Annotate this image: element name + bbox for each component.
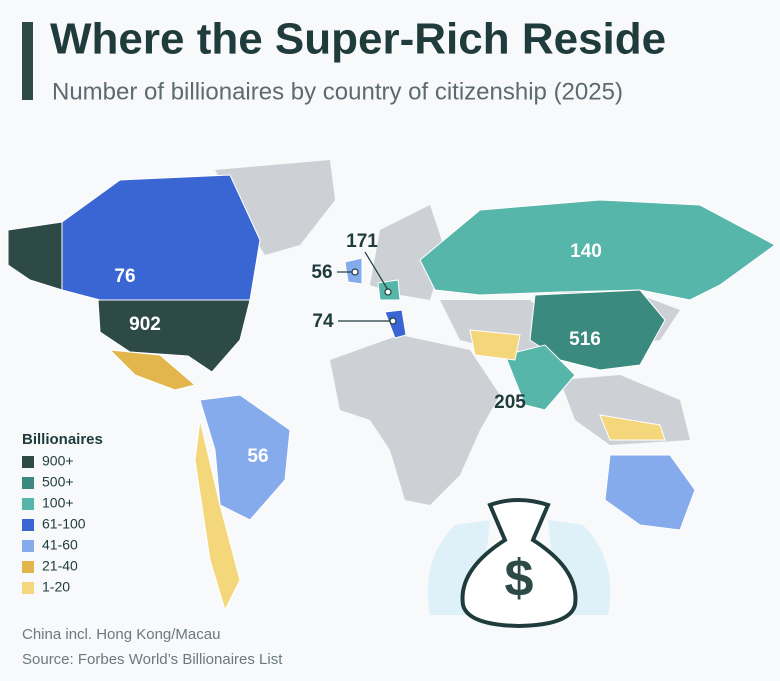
legend-swatch xyxy=(22,477,34,489)
country-region xyxy=(7,221,63,291)
world-map xyxy=(215,160,690,505)
country-region xyxy=(194,419,241,612)
country-region xyxy=(529,289,666,371)
leader-dot xyxy=(351,268,359,276)
legend-label: 41-60 xyxy=(42,537,78,553)
country-value-label: 74 xyxy=(312,311,334,332)
money-bag-icon: $ xyxy=(427,498,611,629)
country-value-label: 205 xyxy=(494,392,526,413)
legend-label: 21-40 xyxy=(42,558,78,574)
leader-dot xyxy=(384,288,392,296)
legend-swatch xyxy=(22,582,34,594)
dollar-sign: $ xyxy=(505,550,534,608)
country-value-label: 56 xyxy=(311,262,332,283)
legend-swatch xyxy=(22,561,34,573)
legend-swatch xyxy=(22,498,34,510)
country-value-label: 76 xyxy=(114,266,135,287)
legend-label: 1-20 xyxy=(42,579,70,595)
country-region xyxy=(384,309,407,339)
country-region xyxy=(604,454,696,531)
europe xyxy=(370,205,445,300)
country-region xyxy=(504,344,576,411)
money-bag xyxy=(460,498,578,629)
asia-west xyxy=(440,300,560,360)
source: Source: Forbes World’s Billionaires List xyxy=(22,651,283,668)
country-region xyxy=(199,394,291,521)
country-value-label: 140 xyxy=(570,241,602,262)
subtitle: Number of billionaires by country of cit… xyxy=(52,78,623,105)
leader-dot xyxy=(389,317,397,325)
legend-title: Billionaires xyxy=(22,431,103,448)
legend-label: 61-100 xyxy=(42,516,86,532)
country-value-label: 56 xyxy=(247,446,268,467)
legend-swatch xyxy=(22,456,34,468)
legend-label: 500+ xyxy=(42,474,74,490)
country-region xyxy=(599,414,666,441)
legend-swatch xyxy=(22,519,34,531)
africa xyxy=(330,335,500,505)
country-value-label: 516 xyxy=(569,329,601,350)
country-region xyxy=(419,199,776,301)
country-region xyxy=(97,299,251,373)
country-region xyxy=(61,174,261,301)
legend-label: 100+ xyxy=(42,495,74,511)
leader-line xyxy=(364,251,389,291)
country-region xyxy=(108,349,197,391)
legend-swatch xyxy=(22,540,34,552)
country-value-label: 171 xyxy=(346,231,378,252)
title-accent xyxy=(22,22,33,100)
footnote: China incl. Hong Kong/Macau xyxy=(22,626,220,643)
country-value-label: 902 xyxy=(129,314,161,335)
title: Where the Super-Rich Reside xyxy=(50,15,666,64)
leader-lines xyxy=(337,251,397,325)
greenland xyxy=(215,160,335,255)
country-region xyxy=(469,329,521,361)
legend-label: 900+ xyxy=(42,453,74,469)
